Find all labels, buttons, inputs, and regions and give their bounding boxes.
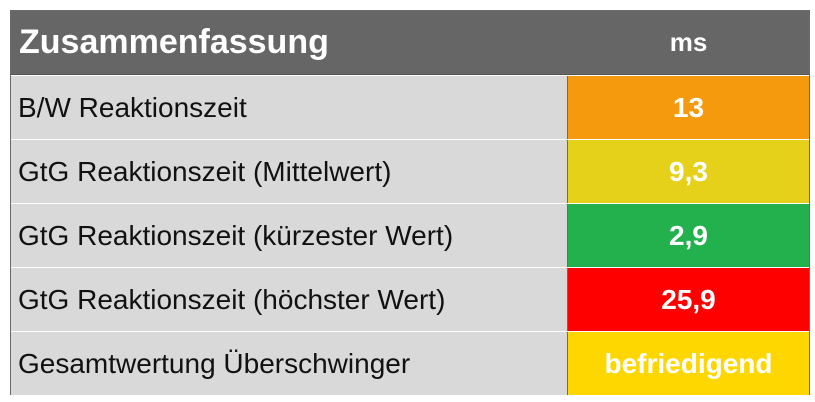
table-row: B/W Reaktionszeit 13 <box>11 75 809 139</box>
table-header: Zusammenfassung ms <box>11 11 809 75</box>
row-label: GtG Reaktionszeit (kürzester Wert) <box>11 204 568 267</box>
table-row: GtG Reaktionszeit (höchster Wert) 25,9 <box>11 267 809 331</box>
row-value: befriedigend <box>568 332 809 395</box>
row-value: 2,9 <box>568 204 809 267</box>
row-value: 13 <box>568 76 809 139</box>
header-unit: ms <box>669 27 708 57</box>
row-value: 25,9 <box>568 268 809 331</box>
row-label: Gesamtwertung Überschwinger <box>11 332 568 395</box>
row-label: GtG Reaktionszeit (Mittelwert) <box>11 140 568 203</box>
row-value: 9,3 <box>568 140 809 203</box>
summary-table: Zusammenfassung ms B/W Reaktionszeit 13 … <box>10 10 810 395</box>
row-label: GtG Reaktionszeit (höchster Wert) <box>11 268 568 331</box>
table-row: GtG Reaktionszeit (kürzester Wert) 2,9 <box>11 203 809 267</box>
row-label: B/W Reaktionszeit <box>11 76 568 139</box>
header-title: Zusammenfassung <box>19 23 329 61</box>
table-row: GtG Reaktionszeit (Mittelwert) 9,3 <box>11 139 809 203</box>
table-row: Gesamtwertung Überschwinger befriedigend <box>11 331 809 395</box>
